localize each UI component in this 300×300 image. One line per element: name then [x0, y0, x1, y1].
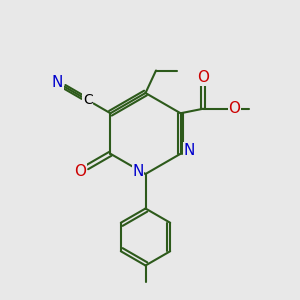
Text: O: O: [228, 101, 240, 116]
Text: C: C: [83, 93, 93, 107]
Text: N: N: [183, 143, 195, 158]
Text: N: N: [52, 75, 63, 90]
Text: O: O: [197, 70, 209, 85]
Text: O: O: [74, 164, 86, 179]
Text: N: N: [132, 164, 144, 178]
